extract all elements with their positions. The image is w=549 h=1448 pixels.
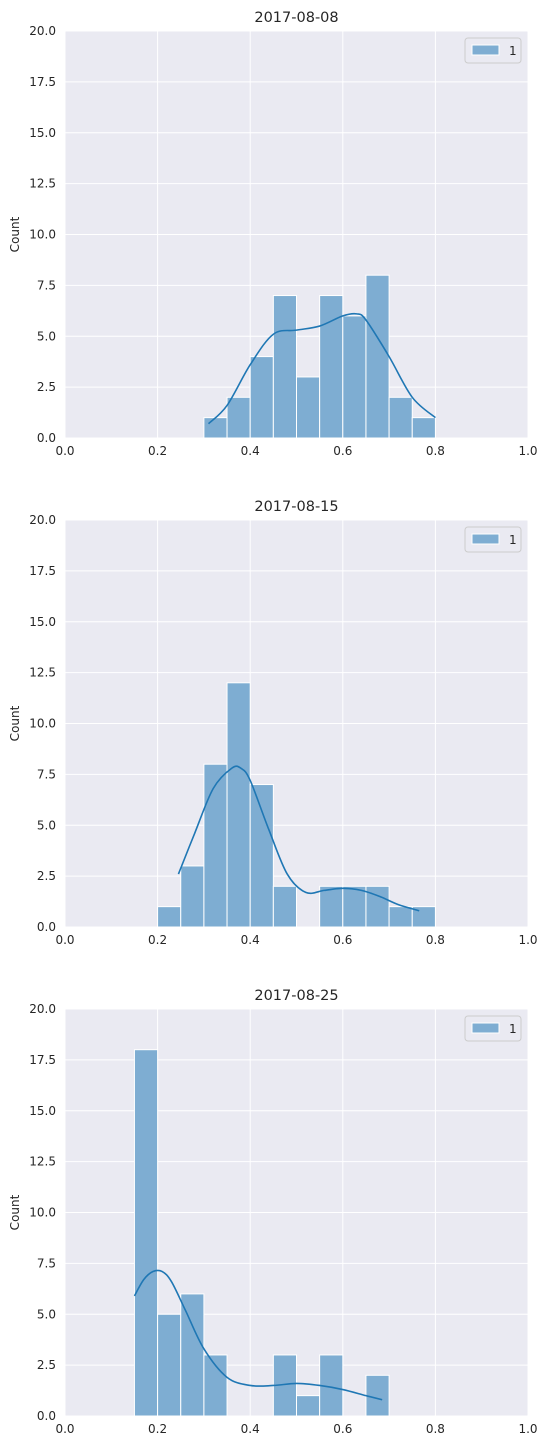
x-tick-label: 0.0 (55, 933, 74, 947)
histogram-bar (226, 396, 251, 439)
histogram-bar (226, 682, 251, 928)
kde-line (177, 765, 420, 912)
chart-panel: 0.0 2.5 5.0 7.5 10.0 12.5 15.0 17.5 20.0 0.0 0.2 0.… (8, 10, 538, 458)
histogram-bar (388, 906, 413, 928)
y-tick-label: 17.5 (29, 1053, 56, 1067)
histogram-bar (365, 274, 390, 439)
legend-label: 1 (509, 44, 517, 58)
y-tick-label: 15.0 (29, 615, 56, 629)
chart-panel: 0.0 2.5 5.0 7.5 10.0 12.5 15.0 17.5 20.0 0.0 0.2 0.… (8, 499, 538, 947)
y-tick-label: 17.5 (29, 564, 56, 578)
x-tick-label: 0.6 (333, 444, 352, 458)
x-tick-label: 0.4 (241, 1422, 260, 1436)
chart-title: 2017-08-15 (254, 499, 338, 515)
y-axis-label: Count (8, 216, 22, 252)
histogram-bar (249, 784, 274, 928)
y-tick-label: 2.5 (37, 869, 56, 883)
histogram-bar (180, 1293, 205, 1417)
x-tick-label: 1.0 (518, 1422, 537, 1436)
legend-swatch (471, 44, 500, 56)
histogram-bar (203, 763, 228, 928)
legend-swatch (471, 1022, 500, 1034)
legend-label: 1 (509, 1022, 517, 1036)
y-tick-label: 7.5 (37, 1256, 56, 1270)
chart-title: 2017-08-08 (254, 10, 338, 26)
y-tick-label: 5.0 (37, 818, 56, 832)
y-tick-label: 2.5 (37, 380, 56, 394)
y-tick-label: 20.0 (29, 1002, 56, 1016)
y-tick-label: 0.0 (37, 431, 56, 445)
histogram-bar (296, 1395, 321, 1417)
y-tick-label: 10.0 (29, 228, 56, 242)
histogram-bar (133, 1049, 159, 1417)
histogram-bar (203, 1354, 228, 1417)
y-tick-label: 7.5 (37, 767, 56, 781)
y-tick-label: 15.0 (29, 1104, 56, 1118)
histogram-bar (296, 376, 321, 439)
kde-line (133, 1269, 383, 1401)
legend-swatch (471, 533, 500, 545)
chart-title: 2017-08-25 (254, 988, 338, 1004)
x-tick-label: 0.6 (333, 1422, 352, 1436)
y-tick-label: 0.0 (37, 920, 56, 934)
x-tick-label: 0.2 (148, 444, 167, 458)
y-axis-label: Count (8, 1194, 22, 1230)
histogram-bar (157, 906, 182, 928)
y-tick-label: 20.0 (29, 24, 56, 38)
y-tick-label: 7.5 (37, 278, 56, 292)
x-tick-label: 1.0 (518, 444, 537, 458)
legend-label: 1 (509, 533, 517, 547)
x-tick-label: 0.2 (148, 933, 167, 947)
y-tick-label: 0.0 (37, 1409, 56, 1423)
y-tick-label: 2.5 (37, 1358, 56, 1372)
y-tick-label: 12.5 (29, 1155, 56, 1169)
y-tick-label: 5.0 (37, 329, 56, 343)
histogram-bar (272, 885, 298, 928)
x-tick-label: 0.2 (148, 1422, 167, 1436)
x-tick-label: 0.8 (426, 444, 445, 458)
histogram-bar (342, 315, 367, 439)
y-tick-label: 20.0 (29, 513, 56, 527)
histogram-bar (388, 396, 413, 439)
y-tick-label: 12.5 (29, 177, 56, 191)
x-tick-label: 0.6 (333, 933, 352, 947)
chart-panel: 0.0 2.5 5.0 7.5 10.0 12.5 15.0 17.5 20.0 0.0 0.2 0.… (8, 988, 538, 1436)
histogram-bar (411, 906, 436, 928)
x-tick-label: 1.0 (518, 933, 537, 947)
histogram-bar (411, 417, 436, 439)
y-tick-label: 17.5 (29, 75, 56, 89)
y-tick-label: 5.0 (37, 1307, 56, 1321)
histogram-bar (342, 885, 367, 928)
y-tick-label: 12.5 (29, 666, 56, 680)
histogram-bar (157, 1313, 182, 1417)
histogram-bar (203, 417, 228, 439)
y-tick-label: 10.0 (29, 717, 56, 731)
x-tick-label: 0.0 (55, 444, 74, 458)
kde-line (207, 312, 436, 425)
x-tick-label: 0.8 (426, 933, 445, 947)
histogram-bar (319, 885, 344, 928)
x-tick-label: 0.8 (426, 1422, 445, 1436)
x-tick-label: 0.4 (241, 933, 260, 947)
y-tick-label: 15.0 (29, 126, 56, 140)
x-tick-label: 0.4 (241, 444, 260, 458)
x-tick-label: 0.0 (55, 1422, 74, 1436)
histogram-bar (272, 295, 298, 439)
histogram-bar (180, 865, 205, 928)
histogram-bar (365, 1374, 390, 1417)
y-axis-label: Count (8, 705, 22, 741)
histogram-bar (249, 356, 274, 439)
y-tick-label: 10.0 (29, 1206, 56, 1220)
